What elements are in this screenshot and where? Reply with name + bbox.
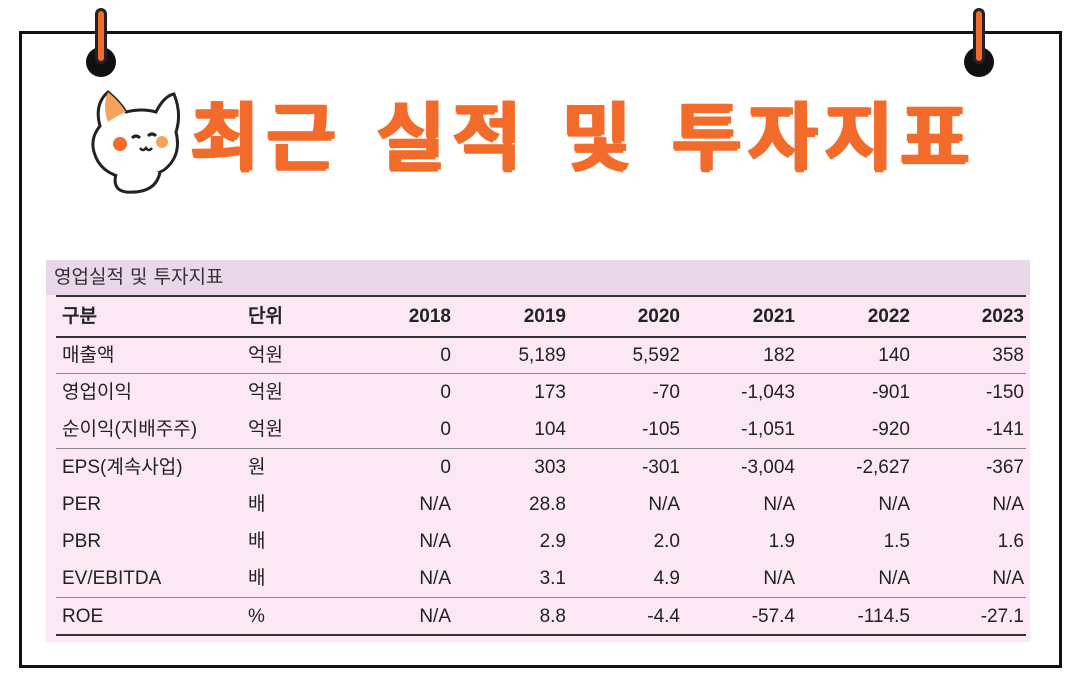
table-row: EV/EBITDA 배 N/A 3.1 4.9 N/A N/A N/A xyxy=(46,560,1030,597)
row-unit: 배 xyxy=(248,531,266,552)
row-unit: 배 xyxy=(248,494,266,515)
row-value: N/A xyxy=(763,494,795,515)
row-value: -901 xyxy=(871,382,910,403)
row-value: -1,043 xyxy=(741,382,795,403)
group-divider xyxy=(56,373,1026,374)
row-value: 140 xyxy=(878,345,910,366)
row-label: EPS(계속사업) xyxy=(62,457,183,478)
row-value: 0 xyxy=(440,457,451,478)
table-header-row: 구분 단위 2018 2019 2020 2021 2022 2023 xyxy=(46,298,1030,335)
row-value: N/A xyxy=(992,568,1024,589)
table-row: EPS(계속사업) 원 0 303 -301 -3,004 -2,627 -36… xyxy=(46,449,1030,486)
header-year: 2020 xyxy=(637,306,680,327)
row-value: -105 xyxy=(641,419,680,440)
row-unit: 억원 xyxy=(248,419,283,440)
row-value: 303 xyxy=(534,457,566,478)
row-label: PBR xyxy=(62,531,102,552)
row-label: EV/EBITDA xyxy=(62,568,162,589)
row-value: 104 xyxy=(534,419,566,440)
row-value: N/A xyxy=(878,568,910,589)
row-value: N/A xyxy=(648,494,680,515)
row-value: 4.9 xyxy=(653,568,680,589)
table-caption: 영업실적 및 투자지표 xyxy=(46,260,1030,295)
row-value: 28.8 xyxy=(529,494,566,515)
table-row: 순이익(지배주주) 억원 0 104 -105 -1,051 -920 -141 xyxy=(46,411,1030,448)
row-value: -367 xyxy=(985,457,1024,478)
row-label: 순이익(지배주주) xyxy=(62,419,198,440)
table-top-rule xyxy=(56,295,1026,297)
row-value: 0 xyxy=(440,345,451,366)
row-value: N/A xyxy=(419,531,451,552)
table-row: PBR 배 N/A 2.9 2.0 1.9 1.5 1.6 xyxy=(46,523,1030,560)
row-value: N/A xyxy=(763,568,795,589)
table-row: 영업이익 억원 0 173 -70 -1,043 -901 -150 xyxy=(46,374,1030,411)
financial-table: 영업실적 및 투자지표 구분 단위 2018 2019 2020 2021 20… xyxy=(46,260,1030,642)
row-value: -141 xyxy=(985,419,1024,440)
row-value: 182 xyxy=(763,345,795,366)
row-value: -114.5 xyxy=(857,606,910,627)
group-divider xyxy=(56,597,1026,598)
row-unit: 배 xyxy=(248,568,266,589)
table-row: ROE % N/A 8.8 -4.4 -57.4 -114.5 -27.1 xyxy=(46,598,1030,635)
row-value: 173 xyxy=(534,382,566,403)
row-value: 8.8 xyxy=(539,606,566,627)
row-label: 영업이익 xyxy=(62,382,132,403)
header-year: 2022 xyxy=(867,306,910,327)
row-label: PER xyxy=(62,494,102,515)
row-value: N/A xyxy=(419,494,451,515)
row-value: 5,592 xyxy=(632,345,680,366)
header-bottom-rule xyxy=(56,336,1026,338)
header-unit: 단위 xyxy=(248,306,283,327)
row-value: -2,627 xyxy=(856,457,910,478)
row-value: 5,189 xyxy=(518,345,566,366)
row-value: N/A xyxy=(992,494,1024,515)
row-value: N/A xyxy=(878,494,910,515)
row-unit: 억원 xyxy=(248,382,283,403)
row-value: -27.1 xyxy=(980,606,1024,627)
row-label: 매출액 xyxy=(62,345,115,366)
binder-pin-right-icon xyxy=(973,8,985,64)
row-value: N/A xyxy=(419,568,451,589)
row-unit: 원 xyxy=(248,457,266,478)
row-value: -70 xyxy=(652,382,680,403)
table-bottom-rule xyxy=(56,634,1026,636)
page-title: 최근 실적 및 투자지표 xyxy=(190,95,977,181)
row-value: -1,051 xyxy=(741,419,795,440)
header-year: 2019 xyxy=(523,306,566,327)
row-value: 358 xyxy=(992,345,1024,366)
row-value: 1.9 xyxy=(768,531,795,552)
row-label: ROE xyxy=(62,606,104,627)
row-value: -150 xyxy=(985,382,1024,403)
row-unit: 억원 xyxy=(248,345,283,366)
cat-mascot-icon xyxy=(91,90,181,194)
row-unit: % xyxy=(248,606,265,627)
header-year: 2021 xyxy=(752,306,795,327)
row-value: -57.4 xyxy=(751,606,795,627)
row-value: 1.6 xyxy=(997,531,1024,552)
row-value: -3,004 xyxy=(741,457,795,478)
row-value: -301 xyxy=(641,457,680,478)
row-value: -920 xyxy=(871,419,910,440)
header-year: 2018 xyxy=(408,306,451,327)
row-value: N/A xyxy=(419,606,451,627)
row-value: 3.1 xyxy=(539,568,566,589)
row-value: 0 xyxy=(440,419,451,440)
table-row: 매출액 억원 0 5,189 5,592 182 140 358 xyxy=(46,337,1030,374)
header-year: 2023 xyxy=(981,306,1024,327)
header-label: 구분 xyxy=(62,306,97,327)
row-value: 0 xyxy=(440,382,451,403)
group-divider xyxy=(56,448,1026,449)
binder-pin-left-icon xyxy=(95,8,107,64)
row-value: 2.0 xyxy=(653,531,680,552)
table-row: PER 배 N/A 28.8 N/A N/A N/A N/A xyxy=(46,486,1030,523)
row-value: -4.4 xyxy=(647,606,680,627)
row-value: 1.5 xyxy=(883,531,910,552)
row-value: 2.9 xyxy=(539,531,566,552)
